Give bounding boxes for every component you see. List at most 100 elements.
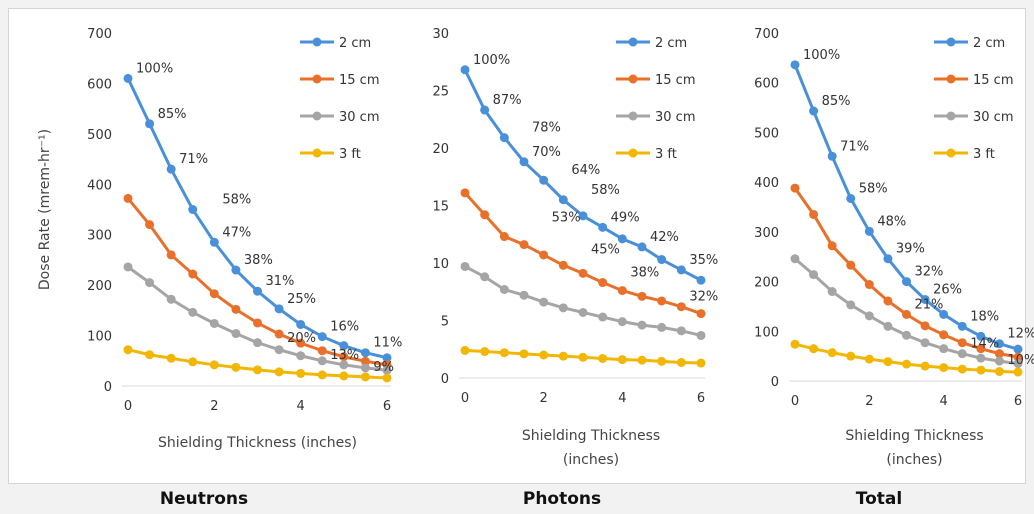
chart1-series-1-point-10 (657, 296, 667, 306)
chart0-series-2-point-4 (209, 318, 219, 328)
chart2-data-label-8: 21% (915, 297, 944, 312)
chart1-y-tick-0: 0 (441, 372, 449, 387)
chart2-series-3-point-11 (994, 367, 1004, 377)
chart1-series-3-point-6 (578, 352, 588, 362)
chart0-x-tick-3: 6 (383, 399, 391, 414)
chart1-x-tick-1: 2 (540, 391, 548, 406)
chart1-series-2-point-6 (578, 307, 588, 317)
chart2-x-tick-1: 2 (865, 394, 873, 409)
chart1-data-label-3: 70% (532, 145, 561, 160)
chart2-y-tick-0: 0 (771, 375, 779, 390)
chart1-series-3-point-8 (617, 355, 627, 365)
chart0-series-0-point-10 (339, 341, 349, 351)
chart1-y-tick-3: 15 (432, 200, 449, 215)
chart2-legend-3-marker (946, 148, 956, 158)
chart0-series-3-point-5 (231, 362, 241, 372)
chart0-series-2-point-6 (253, 338, 262, 348)
chart2-series-1-point-9 (957, 338, 967, 348)
chart2-series-1-point-2 (827, 241, 837, 251)
chart1-legend-2-label: 30 cm (655, 110, 696, 125)
chart0-y-tick-7: 700 (87, 27, 112, 42)
chart2-series-0-point-4 (864, 226, 874, 236)
chart1-series-3-point-0 (460, 345, 470, 355)
chart2-series-1-point-8 (939, 330, 949, 340)
chart2-series-1-point-10 (976, 344, 986, 354)
chart0-series-3-point-10 (339, 371, 349, 381)
chart1-series-1-point-1 (480, 210, 490, 220)
chart1-y-tick-4: 20 (432, 142, 449, 157)
chart1-series-1-line (463, 191, 702, 316)
chart0-legend-2-label: 30 cm (339, 110, 380, 125)
chart0-data-label-9: 20% (287, 331, 316, 346)
chart0-legend-2-marker (312, 111, 322, 121)
chart1-series-3-point-4 (539, 350, 549, 360)
chart1-series-0-point-6 (578, 211, 588, 221)
chart1-series-0-point-1 (480, 105, 490, 115)
chart2-legend-0-marker (946, 37, 956, 47)
chart2-series-2-point-9 (957, 349, 967, 359)
chart0-series-0-point-3 (188, 205, 198, 214)
chart1-series-2-point-4 (539, 297, 549, 307)
chart2-series-3-point-4 (864, 354, 874, 364)
chart1-series-2-point-0 (460, 261, 470, 271)
chart0-series-1-point-2 (166, 250, 176, 260)
chart0-series-0-point-8 (296, 319, 306, 329)
chart2-data-label-5: 39% (896, 242, 925, 257)
chart2-series-2-point-10 (976, 353, 986, 363)
chart2-series-1-point-7 (920, 321, 930, 331)
chart0-series-0-point-4 (209, 237, 219, 247)
chart1-series-0-point-9 (637, 242, 647, 252)
chart2-series-3-point-3 (846, 351, 856, 361)
chart1-legend-2-marker (628, 111, 638, 121)
chart1-series-0-point-5 (558, 195, 568, 205)
chart1-y-tick-6: 30 (432, 27, 449, 42)
chart0-series-3-point-11 (360, 372, 370, 382)
chart1-series-2-point-11 (676, 326, 686, 336)
chart0-legend-0-marker (312, 37, 322, 47)
chart1-y-tick-5: 25 (432, 85, 449, 100)
chart1-series-0-point-2 (499, 133, 509, 143)
chart1-series-0-point-3 (519, 157, 529, 167)
chart2-data-label-0: 100% (803, 48, 840, 63)
chart0-y-axis-label: Dose Rate (mrem-hr⁻¹) (37, 129, 53, 290)
chart2-series-3-point-0 (790, 339, 800, 349)
chart1-data-label-0: 100% (473, 53, 510, 68)
chart1-legend-0-label: 2 cm (655, 36, 687, 51)
chart1-series-2-point-5 (558, 303, 568, 313)
chart0-series-0-point-6 (253, 286, 262, 296)
chart0-series-2-point-10 (339, 360, 349, 370)
chart2-data-label-2: 71% (840, 139, 869, 154)
chart0-data-label-1: 85% (158, 107, 187, 122)
chart0-series-1-point-4 (209, 289, 219, 299)
chart2-data-label-11: 12% (1007, 327, 1034, 342)
chart1-x-axis-label-1: (inches) (563, 452, 619, 468)
chart1-series-1-point-3 (519, 240, 529, 250)
chart2-series-2-point-6 (902, 330, 911, 340)
chart2-data-label-3: 58% (859, 182, 888, 197)
chart0-series-2-point-5 (231, 329, 241, 339)
chart2-series-2-point-4 (864, 311, 874, 321)
chart0-series-3-point-7 (274, 367, 284, 377)
chart0-series-2-point-2 (166, 294, 176, 304)
chart1-data-label-7: 49% (611, 210, 640, 225)
chart1-legend-3-marker (628, 148, 638, 158)
chart1-series-0-point-0 (460, 65, 470, 75)
chart1-series-0-point-12 (696, 275, 706, 285)
chart2-series-2-point-7 (920, 338, 930, 348)
chart1-data-label-10: 38% (630, 266, 659, 281)
chart0-series-1-point-11 (360, 356, 370, 366)
chart1-series-2-point-7 (598, 312, 608, 322)
chart0-series-0-point-1 (145, 119, 155, 129)
chart1-data-label-6: 53% (552, 210, 581, 225)
chart2-series-1-point-3 (846, 260, 856, 270)
chart2-series-1-point-12 (1013, 352, 1023, 362)
chart1-series-0-point-11 (676, 265, 686, 275)
chart1-series-1-point-12 (696, 309, 706, 319)
chart1-series-3-point-9 (637, 355, 647, 365)
chart1-series-3-point-5 (558, 351, 568, 361)
chart2-series-2-point-0 (790, 254, 800, 264)
chart2-series-3-point-2 (827, 348, 837, 358)
chart1-data-label-9: 42% (650, 230, 679, 245)
